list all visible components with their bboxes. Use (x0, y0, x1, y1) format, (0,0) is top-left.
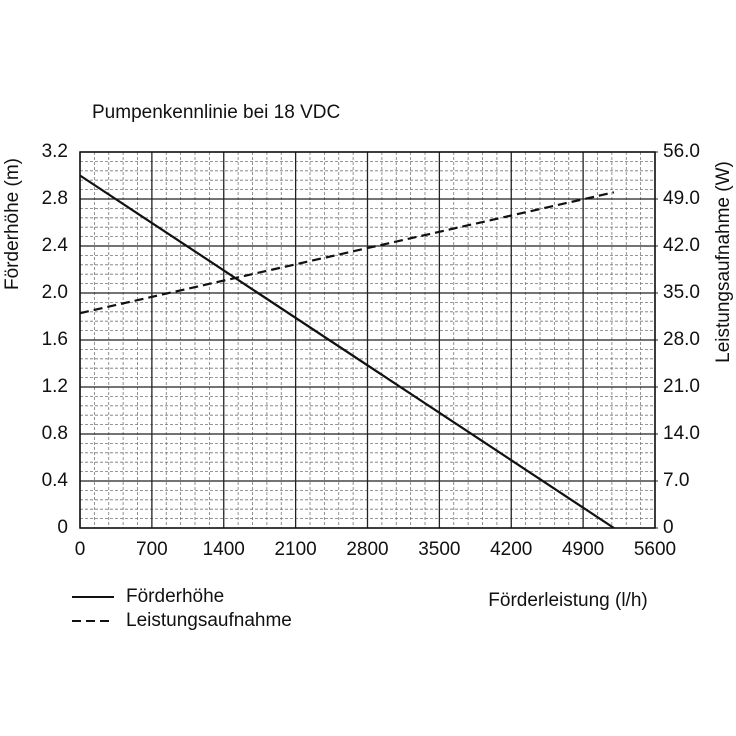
y-tick-label: 1.2 (42, 376, 68, 397)
y2-tick-label: 0 (663, 517, 674, 538)
x-tick-label: 0 (75, 539, 86, 560)
x-axis-label: Förderleistung (l/h) (488, 590, 647, 611)
series-line (79, 191, 615, 315)
y-tick-label: 2.0 (42, 282, 68, 303)
y2-tick-label: 56.0 (663, 141, 700, 162)
y2-tick-label: 49.0 (663, 188, 700, 209)
series-line (79, 174, 615, 529)
y2-tick-label: 7.0 (663, 470, 689, 491)
y-tick-label: 0.8 (42, 423, 68, 444)
x-tick-label: 4900 (562, 539, 604, 560)
y-tick-label: 2.8 (42, 188, 68, 209)
x-tick-label: 2100 (274, 539, 316, 560)
legend-label: Förderhöhe (126, 586, 224, 607)
y2-tick-label: 42.0 (663, 235, 700, 256)
x-tick-label: 2800 (346, 539, 388, 560)
x-tick-label: 4200 (490, 539, 532, 560)
y-tick-label: 1.6 (42, 329, 68, 350)
x-tick-label: 5600 (634, 539, 676, 560)
x-tick-label: 3500 (418, 539, 460, 560)
chart-title: Pumpenkennlinie bei 18 VDC (92, 102, 340, 123)
y2-tick-label: 35.0 (663, 282, 700, 303)
y-tick-label: 2.4 (42, 235, 69, 256)
y2-tick-label: 28.0 (663, 329, 700, 350)
y-axis-label: Förderhöhe (m) (2, 158, 23, 290)
plot-frame (79, 151, 656, 529)
y2-tick-label: 14.0 (663, 423, 700, 444)
y-tick-label: 0 (57, 517, 68, 538)
x-tick-label: 1400 (203, 539, 245, 560)
y-tick-label: 3.2 (42, 141, 68, 162)
y2-tick-label: 21.0 (663, 376, 700, 397)
y2-axis-label: Leistungsaufnahme (W) (713, 161, 734, 363)
legend-label: Leistungsaufnahme (126, 610, 292, 631)
y-tick-label: 0.4 (42, 470, 69, 491)
x-tick-label: 700 (136, 539, 168, 560)
